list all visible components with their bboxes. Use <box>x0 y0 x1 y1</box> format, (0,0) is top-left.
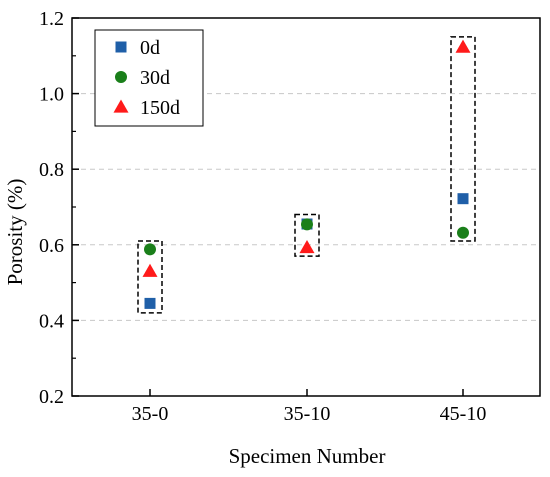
legend-marker-0d <box>115 41 127 53</box>
data-point-0d <box>144 297 156 309</box>
y-tick-label: 0.4 <box>39 310 64 332</box>
x-tick-label: 35-0 <box>132 403 169 425</box>
x-tick-label: 45-10 <box>440 403 487 425</box>
group-box <box>450 36 476 242</box>
data-point-30d <box>144 243 156 256</box>
data-point-30d <box>301 218 313 231</box>
y-tick-label: 0.2 <box>39 386 64 408</box>
legend-label: 0d <box>140 37 160 59</box>
y-tick-label: 1.0 <box>39 84 64 106</box>
y-tick-label: 0.8 <box>39 159 64 181</box>
y-tick-label: 1.2 <box>39 8 64 30</box>
data-point-150d <box>455 39 471 53</box>
legend-marker-30d <box>115 71 127 83</box>
group-boxes <box>137 36 476 314</box>
legend: 0d 30d 150d <box>94 29 204 127</box>
data-points <box>142 39 471 309</box>
legend-box <box>94 29 204 127</box>
x-tick-label: 35-10 <box>284 403 331 425</box>
axes: 0.2 0.4 0.6 0.8 1.0 1.2 35-0 35-10 45-10 <box>39 8 541 425</box>
data-point-150d <box>142 263 158 277</box>
group-box <box>137 240 163 314</box>
legend-marker-150d <box>113 99 129 113</box>
x-axis-title: Specimen Number <box>229 444 386 468</box>
data-point-0d <box>457 193 469 205</box>
data-point-30d <box>457 226 469 239</box>
y-tick-label: 0.6 <box>39 235 64 257</box>
grid-lines <box>72 93 540 321</box>
data-point-150d <box>299 239 315 254</box>
legend-label: 150d <box>140 97 180 119</box>
legend-label: 30d <box>140 67 170 89</box>
group-box <box>294 213 320 257</box>
y-axis-title: Porosity (%) <box>3 179 27 286</box>
